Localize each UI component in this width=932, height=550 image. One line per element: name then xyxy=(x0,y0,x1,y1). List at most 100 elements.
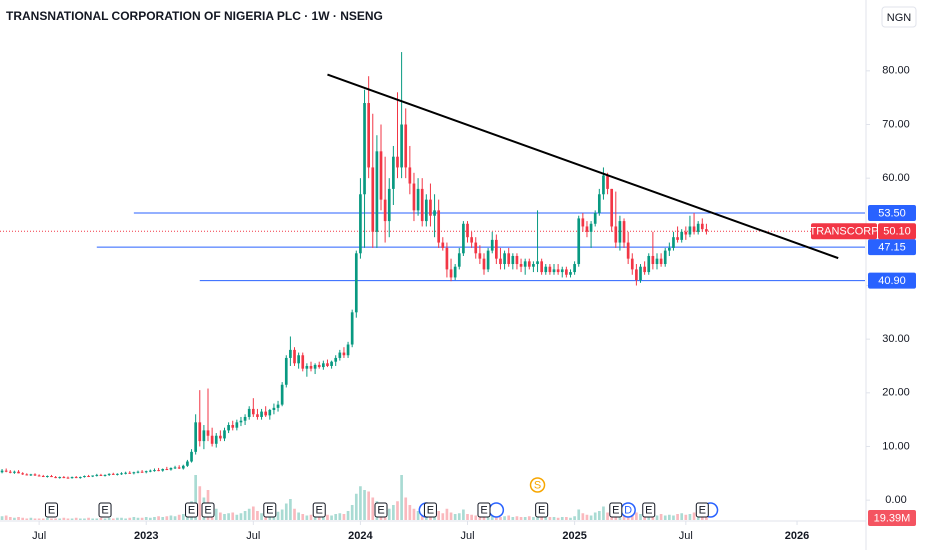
volume-bar xyxy=(577,509,581,520)
currency-box[interactable] xyxy=(881,6,917,28)
candle-body xyxy=(466,223,469,238)
last-price-box xyxy=(878,223,916,240)
candle-body xyxy=(247,408,251,417)
candle-body xyxy=(433,210,436,216)
candle-body xyxy=(367,103,370,168)
candle-body xyxy=(309,365,313,369)
volume-bar xyxy=(532,517,535,520)
volume-bar xyxy=(334,514,338,520)
candle-body xyxy=(120,473,123,475)
candle-body xyxy=(330,361,333,366)
volume-bar xyxy=(153,517,156,520)
volume-bar xyxy=(581,513,585,520)
currency[interactable]: NGN xyxy=(887,12,912,24)
candle-body xyxy=(284,357,288,385)
volume-bar xyxy=(87,517,90,520)
volume-bar xyxy=(223,514,226,520)
candle-body xyxy=(95,474,99,476)
volume-bar xyxy=(668,514,671,520)
earnings-marker xyxy=(695,502,709,518)
candle-body xyxy=(206,430,210,436)
candle-body xyxy=(334,357,338,362)
volume-bar xyxy=(124,518,127,520)
candle-body xyxy=(173,467,177,469)
candle-body xyxy=(548,266,552,273)
candle-body xyxy=(103,474,107,476)
volume-bar xyxy=(474,515,478,520)
volume-bar xyxy=(560,517,564,520)
volume-bar xyxy=(602,506,605,520)
candle-body xyxy=(696,223,700,232)
volume-bar xyxy=(289,499,292,520)
candle-body xyxy=(457,253,461,267)
candle-body xyxy=(132,472,136,474)
volume-bar xyxy=(441,513,445,520)
x-tick-label: Jul xyxy=(460,530,474,542)
candle-body xyxy=(396,156,399,168)
volume-bar xyxy=(41,518,45,520)
volume-bar xyxy=(313,515,317,520)
candle-body xyxy=(560,269,564,273)
earnings-label: E xyxy=(316,504,323,516)
last-name: TRANSCORP xyxy=(809,226,878,238)
level-label: 53.50 xyxy=(878,207,906,219)
volume-bar xyxy=(251,506,255,520)
candle-body xyxy=(301,355,305,369)
x-tick-label: 2025 xyxy=(562,530,586,542)
volume-bar xyxy=(495,516,498,520)
candle-body xyxy=(165,469,169,471)
candle-body xyxy=(111,473,115,475)
volume-bar xyxy=(606,512,609,520)
volume-bar xyxy=(214,508,218,520)
candle-body xyxy=(392,156,395,189)
volume-bar xyxy=(256,511,259,520)
candle-body xyxy=(523,261,527,267)
candle-body xyxy=(305,365,309,369)
volume-bar xyxy=(651,516,655,520)
volume-bar xyxy=(556,517,560,520)
dividend-label: D xyxy=(624,504,632,516)
candle-body xyxy=(144,471,148,473)
candle-body xyxy=(449,269,453,278)
candle-body xyxy=(62,477,66,479)
candle-body xyxy=(610,188,614,227)
earnings-marker xyxy=(477,502,491,518)
candle-body xyxy=(25,474,29,476)
volume-bar xyxy=(470,514,473,520)
earnings-marker xyxy=(609,502,623,518)
volume-bar xyxy=(540,516,543,520)
x-tick-label: Jul xyxy=(32,530,46,542)
volume-bar xyxy=(194,475,197,520)
x-tick-label: 2026 xyxy=(785,530,809,542)
candle-body xyxy=(589,223,593,232)
volume-bar xyxy=(338,513,342,520)
candle-body xyxy=(194,422,197,452)
volume-bar xyxy=(149,517,152,520)
volume-bar xyxy=(165,516,169,520)
volume-bar xyxy=(297,512,300,520)
candle-body xyxy=(511,255,515,265)
volume-bar xyxy=(317,516,321,520)
level-label: 47.15 xyxy=(878,242,906,254)
volume-bar xyxy=(247,508,251,520)
candle-body xyxy=(470,237,473,243)
candle-body xyxy=(429,199,432,216)
candle-body xyxy=(66,477,70,479)
candle-body xyxy=(635,269,638,281)
candle-body xyxy=(684,231,688,235)
candle-body xyxy=(499,258,502,265)
y-tick-label: 30.00 xyxy=(882,333,910,345)
volume-bar xyxy=(132,517,136,520)
candle-body xyxy=(676,237,679,240)
earnings-marker xyxy=(374,502,388,518)
y-tick-label: 20.00 xyxy=(882,387,910,399)
volume-bar xyxy=(284,503,288,520)
candle-body xyxy=(371,167,375,232)
candle-body xyxy=(688,226,692,235)
candle-body xyxy=(379,151,383,200)
volume-bar xyxy=(392,505,395,520)
candle-body xyxy=(462,223,465,254)
volume-bar xyxy=(169,515,173,520)
volume-bar xyxy=(680,513,684,520)
